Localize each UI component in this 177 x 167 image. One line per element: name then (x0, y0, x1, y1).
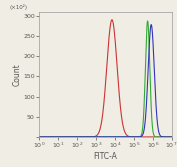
Text: (×10²): (×10²) (10, 5, 28, 10)
Y-axis label: Count: Count (13, 63, 22, 86)
X-axis label: FITC-A: FITC-A (93, 152, 117, 161)
